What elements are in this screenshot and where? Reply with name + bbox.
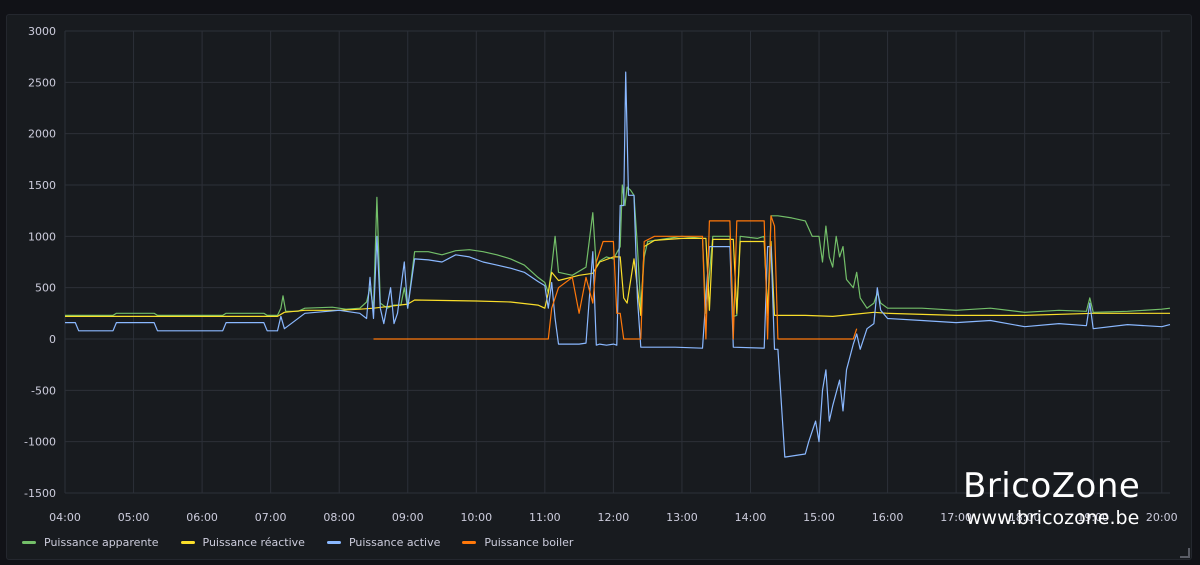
legend-label: Puissance réactive xyxy=(202,535,305,549)
panel-resize-handle[interactable] xyxy=(1180,548,1190,558)
legend-item-reactive[interactable]: Puissance réactive xyxy=(180,535,305,549)
y-tick-label: 2000 xyxy=(28,128,56,141)
x-tick-label: 06:00 xyxy=(186,511,218,524)
legend-swatch xyxy=(22,540,36,544)
y-tick-label: 0 xyxy=(49,333,56,346)
chart-panel xyxy=(6,14,1192,560)
legend-swatch xyxy=(180,540,195,544)
legend-label: Puissance apparente xyxy=(44,535,159,549)
watermark-url: www.bricozone.be xyxy=(966,507,1140,529)
x-tick-label: 09:00 xyxy=(392,511,424,524)
x-tick-label: 17:00 xyxy=(940,511,972,524)
series-line-reactive xyxy=(65,237,1170,317)
grid xyxy=(64,30,1170,494)
y-tick-label: 1000 xyxy=(28,230,56,243)
watermark: BricoZone www.bricozone.be xyxy=(963,466,1140,530)
y-tick-label: 3000 xyxy=(28,25,56,38)
legend: Puissance apparente Puissance réactive P… xyxy=(22,534,573,550)
watermark-title: BricoZone xyxy=(963,466,1141,506)
x-tick-label: 07:00 xyxy=(255,511,287,524)
x-tick-label: 08:00 xyxy=(323,511,355,524)
x-tick-label: 18:00 xyxy=(1009,511,1041,524)
series-line-apparente xyxy=(65,184,1171,317)
y-tick-label: -1000 xyxy=(24,436,56,449)
legend-item-boiler[interactable]: Puissance boiler xyxy=(462,536,573,549)
legend-label: Puissance active xyxy=(348,535,441,549)
x-tick-label: 16:00 xyxy=(872,511,904,524)
y-axis-ticks: 3000 2500 2000 1500 1000 500 0 -500 -1000 -1500 xyxy=(24,25,56,500)
series-line-boiler xyxy=(373,215,858,340)
x-axis-ticks: 04:00 05:00 06:00 07:00 08:00 09:00 10:00 11:00… xyxy=(49,511,1177,524)
legend-item-active[interactable]: Puissance active xyxy=(326,535,441,549)
legend-label: Puissance boiler xyxy=(484,535,574,549)
series-lines xyxy=(65,71,1171,458)
x-tick-label: 04:00 xyxy=(49,511,81,524)
x-tick-label: 13:00 xyxy=(666,511,698,524)
x-tick-label: 14:00 xyxy=(735,511,767,524)
legend-swatch xyxy=(462,540,477,544)
x-tick-label: 20:00 xyxy=(1146,511,1178,524)
x-tick-label: 10:00 xyxy=(460,511,492,524)
y-tick-label: 1500 xyxy=(28,179,56,192)
y-tick-label: 2500 xyxy=(28,76,56,89)
x-tick-label: 15:00 xyxy=(803,511,835,524)
x-tick-label: 11:00 xyxy=(529,511,561,524)
y-tick-label: -500 xyxy=(31,384,56,397)
x-tick-label: 12:00 xyxy=(598,511,630,524)
y-tick-label: -1500 xyxy=(24,487,56,500)
legend-item-apparente[interactable]: Puissance apparente xyxy=(22,536,159,549)
x-tick-label: 19:00 xyxy=(1077,511,1109,524)
y-tick-label: 500 xyxy=(35,282,56,295)
legend-swatch xyxy=(326,540,341,544)
series-line-active xyxy=(65,71,1171,458)
x-tick-label: 05:00 xyxy=(118,511,150,524)
